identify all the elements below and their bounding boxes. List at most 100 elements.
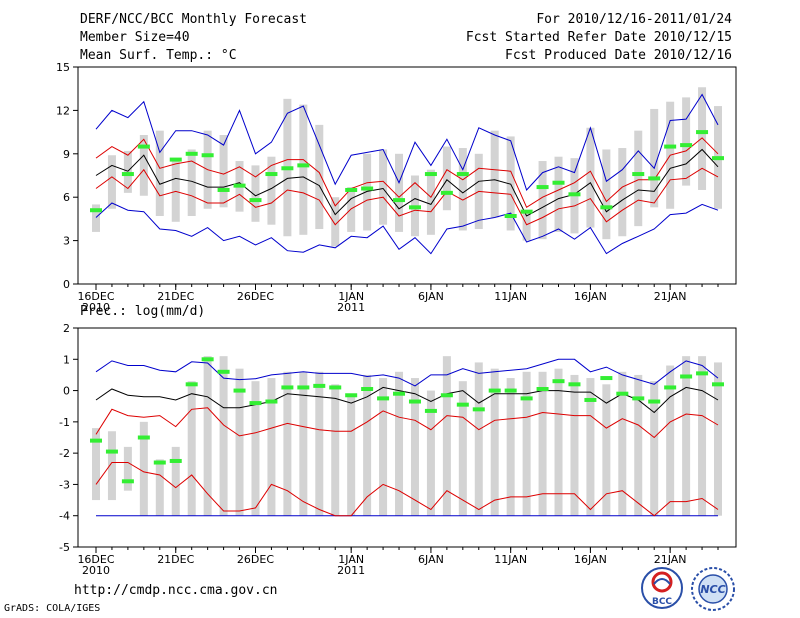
forecast-start-date: Fcst Started Refer Date 2010/12/15	[465, 30, 732, 45]
prec-obs-marker	[664, 385, 677, 390]
prec-ensemble-box	[698, 356, 707, 516]
prec-x-tick-label: 21JAN	[654, 553, 687, 566]
prec-ensemble-box	[299, 371, 308, 516]
temp-y-tick-label: 3	[63, 235, 70, 248]
prec-obs-marker	[440, 393, 453, 398]
prec-y-tick-label: -5	[59, 541, 70, 554]
prec-ensemble-box	[442, 356, 451, 516]
precip-panel-label: Prec.: log(mm/d)	[80, 304, 206, 319]
prec-ensemble-box	[522, 371, 531, 516]
prec-ensemble-box	[267, 378, 276, 516]
temp-x-tick-label: 1JAN	[338, 290, 364, 303]
svg-text:NCC: NCC	[700, 583, 725, 596]
prec-ensemble-box	[251, 381, 260, 516]
prec-ensemble-box	[634, 374, 643, 516]
prec-obs-marker	[632, 396, 645, 401]
prec-obs-marker	[504, 388, 517, 393]
temp-obs-marker	[552, 180, 565, 185]
prec-obs-marker	[552, 379, 565, 384]
temp-obs-marker	[424, 172, 437, 177]
prec-obs-marker	[712, 382, 724, 387]
prec-x-tick-label: 21DEC	[157, 553, 194, 566]
prec-ensemble-box	[426, 390, 435, 516]
prec-obs-marker	[105, 449, 118, 454]
temp-obs-marker	[408, 205, 421, 210]
temp-ensemble-box	[538, 161, 547, 240]
prec-ensemble-box	[666, 365, 675, 516]
prec-ensemble-box	[379, 378, 388, 516]
temp-x-tick-label: 11JAN	[494, 290, 527, 303]
prec-obs-marker	[584, 397, 597, 402]
temp-x-tick-label: 16JAN	[574, 290, 607, 303]
temp-inner-low-line	[95, 167, 719, 226]
svg-text:BCC: BCC	[652, 597, 672, 607]
prec-ensemble-box	[682, 356, 691, 516]
temp-y-tick-label: 12	[56, 104, 70, 117]
prec-ensemble-box	[474, 362, 483, 516]
prec-x-tick-sublabel: 2011	[337, 564, 365, 577]
prec-ensemble-box	[92, 428, 100, 501]
prec-x-tick-label: 6JAN	[418, 553, 444, 566]
temp-obs-marker	[361, 186, 374, 191]
prec-obs-marker	[153, 460, 166, 465]
prec-obs-marker	[329, 385, 342, 390]
temp-obs-marker	[520, 209, 533, 214]
forecast-period: For 2010/12/16-2011/01/24	[536, 12, 732, 27]
temp-x-tick-sublabel: 2010	[82, 301, 110, 314]
prec-ensemble-box	[395, 371, 404, 516]
prec-obs-marker	[600, 376, 613, 381]
temp-y-tick-label: 9	[63, 148, 70, 161]
temp-ensemble-box	[395, 153, 404, 232]
prec-x-tick-label: 11JAN	[494, 553, 527, 566]
prec-y-tick-label: 0	[63, 385, 70, 398]
temp-ensemble-box	[363, 153, 372, 231]
temp-ensemble-box	[123, 150, 132, 193]
prec-x-tick-label: 1JAN	[338, 553, 364, 566]
prec-inner-low-line	[95, 462, 719, 517]
prec-obs-marker	[169, 458, 182, 463]
prec-ensemble-box	[139, 421, 148, 516]
temp-obs-marker	[393, 198, 406, 203]
prec-ensemble-box	[219, 356, 228, 516]
prec-plot-frame	[77, 327, 737, 548]
prec-ensemble-box	[171, 446, 180, 516]
temp-x-tick-label: 26DEC	[237, 290, 274, 303]
temp-ensemble-box	[92, 204, 100, 232]
temp-outer-low-line	[95, 202, 719, 255]
temp-ensemble-box	[251, 165, 260, 222]
prec-obs-marker	[616, 391, 629, 396]
temp-ensemble-box	[139, 134, 148, 196]
prec-obs-marker	[217, 369, 230, 374]
prec-ensemble-box	[602, 384, 611, 516]
temp-ensemble-box	[506, 136, 515, 231]
prec-ensemble-box	[458, 381, 467, 516]
prec-x-tick-label: 26DEC	[237, 553, 274, 566]
temp-ensemble-box	[187, 149, 196, 217]
temp-obs-marker	[696, 130, 709, 135]
prec-y-tick-label: -3	[59, 478, 70, 491]
prec-outer-high-line	[95, 358, 719, 387]
temp-x-tick-label: 21DEC	[157, 290, 194, 303]
temp-outer-high-line	[95, 93, 719, 191]
prec-obs-marker	[345, 393, 358, 398]
temp-ensemble-box	[602, 149, 611, 240]
prec-ensemble-box	[650, 381, 659, 516]
prec-ensemble-box	[506, 378, 515, 516]
temp-obs-marker	[201, 153, 214, 158]
prec-obs-marker	[408, 399, 421, 404]
temp-obs-marker	[664, 144, 677, 149]
temp-ensemble-box	[426, 169, 435, 235]
member-size: Member Size=40	[80, 30, 190, 45]
temp-ensemble-box	[650, 108, 659, 208]
source-url[interactable]: http://cmdp.ncc.cma.gov.cn	[74, 583, 278, 598]
prec-obs-marker	[680, 374, 693, 379]
prec-obs-marker	[313, 383, 326, 388]
prec-obs-marker	[377, 396, 390, 401]
temp-obs-marker	[121, 172, 134, 177]
prec-x-tick-sublabel: 2010	[82, 564, 110, 577]
prec-obs-marker	[520, 396, 533, 401]
temp-obs-marker	[536, 185, 549, 190]
temp-ensemble-box	[155, 130, 164, 217]
